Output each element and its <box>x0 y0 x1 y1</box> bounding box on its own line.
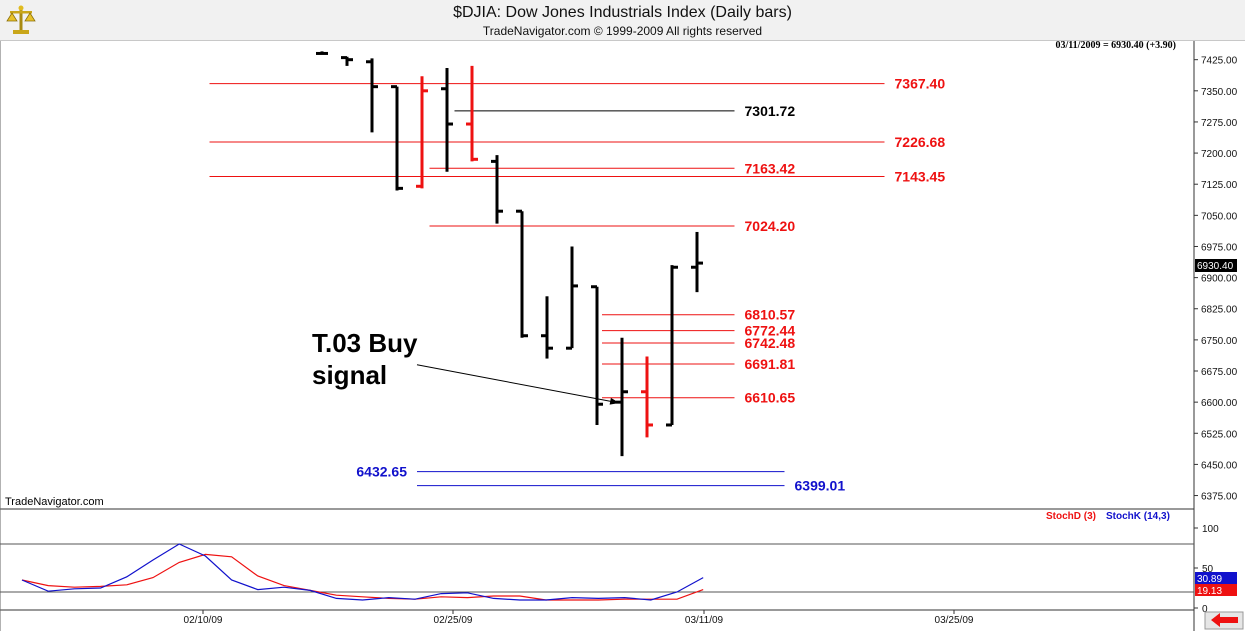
chart-header: $DJIA: Dow Jones Industrials Index (Dail… <box>0 0 1245 41</box>
stoch-tick-label: 0 <box>1202 604 1208 615</box>
ohlc-bar <box>616 337 628 457</box>
date-tick-label: 02/25/09 <box>434 615 473 626</box>
level-label: 6432.65 <box>356 464 407 480</box>
date-tick-label: 03/25/09 <box>935 615 974 626</box>
stoch-k-tag <box>1195 572 1237 584</box>
chart-frame <box>0 41 1195 631</box>
annotation-text: signal <box>312 360 387 390</box>
level-label: 7024.20 <box>745 218 796 234</box>
price-tick-label: 6975.00 <box>1201 242 1238 253</box>
stoch-k-legend: StochK (14,3) <box>1106 511 1170 522</box>
ohlc-bar <box>641 356 653 438</box>
ohlc-bar <box>441 67 453 172</box>
ohlc-bar <box>566 246 578 350</box>
level-label: 7143.45 <box>895 169 946 185</box>
annotation-arrow <box>416 364 620 404</box>
stoch-d-tag <box>1195 584 1237 596</box>
level-label: 6810.57 <box>745 307 796 323</box>
quote-readout: 03/11/2009 = 6930.40 (+3.90) <box>1055 40 1176 51</box>
ohlc-bar <box>666 265 678 427</box>
chart-subtitle: TradeNavigator.com © 1999-2009 All right… <box>482 24 763 38</box>
ohlc-bar <box>341 56 353 66</box>
price-tick-label: 7350.00 <box>1201 87 1238 98</box>
level-label: 7301.72 <box>745 103 796 119</box>
ohlc-bar <box>366 58 378 133</box>
price-tick-label: 6750.00 <box>1201 336 1238 347</box>
stoch-d-value: 19.13 <box>1197 586 1222 597</box>
ohlc-bar <box>516 209 528 338</box>
ohlc-bar <box>316 51 328 55</box>
ohlc-bar <box>391 85 403 191</box>
stoch-tick-label: 100 <box>1202 524 1219 535</box>
level-label: 6691.81 <box>745 356 796 372</box>
price-tick-label: 7125.00 <box>1201 180 1238 191</box>
scroll-left-button[interactable] <box>1204 611 1244 630</box>
price-levels: 7367.40 7301.72 7226.68 7163.42 7143.45 7024.… <box>209 76 946 494</box>
price-axis: 7425.00 7350.00 7275.00 7200.00 7125.00 7050.… <box>1194 56 1238 503</box>
price-tick-label: 6375.00 <box>1201 492 1238 503</box>
price-tick-label: 6525.00 <box>1201 429 1238 440</box>
date-tick-label: 02/10/09 <box>184 615 223 626</box>
scales-logo-icon[interactable] <box>6 4 36 36</box>
stoch-tick-label: 50 <box>1202 564 1214 575</box>
level-label: 7163.42 <box>745 160 796 176</box>
ohlc-bar <box>466 65 478 162</box>
price-tick-label: 7050.00 <box>1201 211 1238 222</box>
price-tick-label: 7275.00 <box>1201 118 1238 129</box>
ohlc-bar <box>541 296 553 359</box>
ohlc-bar <box>416 76 428 189</box>
stoch-d-line <box>21 553 704 601</box>
price-tick-label: 6600.00 <box>1201 398 1238 409</box>
last-price-tag <box>1195 258 1237 272</box>
price-tick-label: 6900.00 <box>1201 274 1238 285</box>
level-label: 7367.40 <box>895 76 946 92</box>
level-label: 6610.65 <box>745 390 796 406</box>
level-label: 6742.48 <box>745 335 796 351</box>
stoch-k-value: 30.89 <box>1197 574 1222 585</box>
price-bars <box>316 51 703 457</box>
chart-title: $DJIA: Dow Jones Industrials Index (Dail… <box>453 4 792 21</box>
stoch-k-line <box>21 543 704 601</box>
last-price-label: 6930.40 <box>1197 261 1234 272</box>
level-label: 6399.01 <box>795 478 846 494</box>
date-tick-label: 03/11/09 <box>685 615 724 626</box>
date-axis: 02/10/09 02/25/09 03/11/09 03/25/09 <box>184 610 974 626</box>
ohlc-bar <box>691 231 703 293</box>
ohlc-bar <box>591 285 603 425</box>
price-tick-label: 7200.00 <box>1201 149 1238 160</box>
price-tick-label: 7425.00 <box>1201 56 1238 67</box>
price-tick-label: 6450.00 <box>1201 460 1238 471</box>
price-tick-label: 6675.00 <box>1201 367 1238 378</box>
level-label: 7226.68 <box>895 134 946 150</box>
watermark-label: TradeNavigator.com <box>5 496 104 508</box>
arrow-left-icon <box>1211 613 1238 627</box>
annotation-text: T.03 Buy <box>312 328 418 358</box>
arrow-head-icon <box>609 397 620 405</box>
price-tick-label: 6825.00 <box>1201 305 1238 316</box>
ohlc-bar <box>491 155 503 224</box>
level-label: 6772.44 <box>745 323 796 339</box>
stoch-d-legend: StochD (3) <box>1046 511 1096 522</box>
